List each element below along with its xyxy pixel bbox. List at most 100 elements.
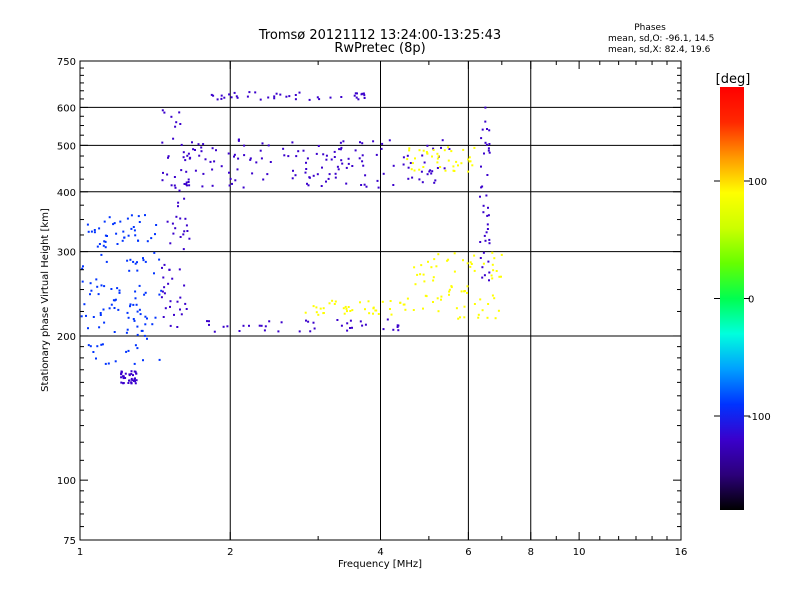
data-point — [273, 97, 276, 100]
data-point — [134, 290, 137, 293]
data-point — [361, 324, 364, 327]
data-point — [246, 95, 249, 98]
data-point — [187, 152, 190, 155]
data-point — [486, 223, 489, 226]
data-point — [129, 258, 132, 261]
data-point — [374, 309, 377, 312]
data-point — [338, 148, 341, 151]
x-tick-label: 1 — [77, 547, 83, 558]
data-point — [455, 307, 458, 310]
data-point — [242, 324, 245, 327]
data-point — [317, 313, 320, 316]
data-point — [139, 313, 142, 316]
data-point — [448, 290, 451, 293]
data-point — [126, 328, 129, 331]
data-point — [105, 260, 108, 263]
data-point — [189, 156, 192, 159]
colorbar-tick-label: -100 — [748, 412, 771, 423]
data-point — [298, 330, 301, 333]
data-point — [486, 214, 489, 217]
data-point — [309, 330, 312, 333]
data-point — [486, 316, 489, 319]
data-point — [340, 159, 343, 162]
data-point — [120, 372, 123, 375]
data-point — [349, 310, 352, 312]
data-point — [183, 183, 186, 185]
data-point — [497, 309, 500, 312]
data-point — [331, 299, 334, 302]
data-point — [320, 185, 323, 187]
data-point — [136, 347, 139, 350]
data-point — [103, 321, 106, 324]
data-point — [321, 166, 323, 169]
data-point — [291, 141, 294, 144]
data-point — [103, 240, 106, 243]
data-point — [194, 169, 197, 172]
data-point — [473, 146, 476, 149]
data-point — [347, 306, 350, 308]
data-point — [208, 323, 210, 326]
data-point — [469, 261, 472, 264]
data-point — [173, 176, 176, 178]
data-point — [288, 95, 291, 98]
data-point — [340, 146, 343, 149]
data-point — [122, 382, 125, 384]
data-point — [480, 137, 483, 140]
data-point — [234, 179, 237, 182]
data-point — [333, 150, 336, 153]
data-point — [242, 186, 245, 189]
data-point — [161, 179, 164, 182]
data-point — [228, 184, 231, 187]
data-point — [408, 149, 411, 152]
data-point — [431, 170, 434, 173]
data-point — [154, 316, 157, 319]
data-point — [463, 305, 466, 308]
data-point — [167, 282, 170, 285]
data-point — [287, 155, 290, 158]
data-point — [399, 301, 402, 304]
data-point — [294, 98, 297, 101]
data-point — [422, 307, 424, 310]
data-point — [229, 177, 232, 180]
data-point — [102, 308, 105, 311]
data-point — [114, 298, 117, 301]
data-point — [176, 300, 179, 303]
data-point — [436, 157, 439, 160]
data-point — [113, 222, 116, 225]
data-point — [486, 228, 489, 230]
data-point — [318, 98, 321, 101]
data-point — [141, 329, 144, 332]
data-point — [406, 297, 409, 300]
data-point — [316, 173, 319, 176]
data-point — [427, 260, 429, 263]
data-point — [459, 316, 461, 319]
data-point — [414, 283, 417, 286]
data-point — [170, 115, 173, 118]
data-point — [171, 222, 174, 225]
data-point — [436, 161, 439, 164]
data-point — [103, 220, 106, 223]
data-point — [228, 93, 231, 96]
data-point — [158, 258, 161, 261]
data-point — [180, 313, 183, 316]
data-point — [106, 235, 108, 237]
data-point — [135, 379, 138, 382]
data-point — [163, 263, 166, 266]
data-point — [484, 141, 487, 144]
data-point — [420, 264, 423, 267]
data-point — [174, 227, 177, 230]
data-point — [482, 204, 485, 207]
data-point — [443, 167, 446, 170]
data-point — [258, 324, 261, 327]
data-point — [238, 330, 241, 332]
data-point — [500, 253, 503, 256]
data-point — [93, 231, 96, 234]
data-point — [408, 147, 411, 150]
data-point — [180, 169, 183, 172]
data-point — [110, 288, 113, 290]
data-point — [119, 220, 122, 223]
data-point — [220, 165, 223, 168]
data-point — [345, 182, 348, 185]
data-point — [228, 171, 230, 174]
data-point — [473, 269, 476, 272]
